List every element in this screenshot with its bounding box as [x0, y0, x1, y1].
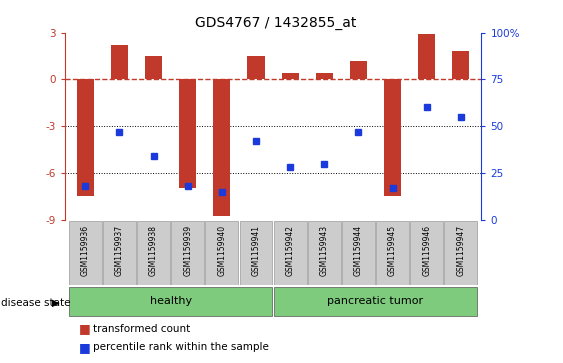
Text: GSM1159939: GSM1159939 [183, 225, 192, 276]
Text: GSM1159946: GSM1159946 [422, 225, 431, 276]
Bar [282, 73, 298, 79]
Text: GSM1159937: GSM1159937 [115, 225, 124, 276]
Text: ■: ■ [79, 322, 91, 335]
Bar [103, 221, 136, 285]
Bar [342, 221, 375, 285]
Text: GSM1159944: GSM1159944 [354, 225, 363, 276]
Text: GSM1159942: GSM1159942 [285, 225, 294, 276]
Bar [316, 73, 333, 79]
Text: pancreatic tumor: pancreatic tumor [328, 296, 423, 306]
Text: GSM1159940: GSM1159940 [217, 225, 226, 276]
Text: GSM1159943: GSM1159943 [320, 225, 329, 276]
Bar [77, 79, 94, 196]
Bar [171, 221, 204, 285]
Bar [274, 287, 477, 316]
Bar [137, 221, 170, 285]
Bar [410, 221, 443, 285]
Text: GSM1159938: GSM1159938 [149, 225, 158, 276]
Bar [444, 221, 477, 285]
Bar [213, 79, 230, 216]
Bar [384, 79, 401, 196]
Text: healthy: healthy [150, 296, 191, 306]
Bar [376, 221, 409, 285]
Bar [111, 45, 128, 79]
Bar [452, 52, 470, 79]
Bar [350, 61, 367, 79]
Text: ▶: ▶ [52, 298, 59, 308]
Bar [69, 287, 272, 316]
Bar [205, 221, 238, 285]
Bar [274, 221, 306, 285]
Bar [179, 79, 196, 188]
Text: disease state: disease state [1, 298, 70, 308]
Bar [240, 221, 272, 285]
Text: GSM1159945: GSM1159945 [388, 225, 397, 276]
Bar [145, 56, 162, 79]
Bar [69, 221, 102, 285]
Text: GSM1159941: GSM1159941 [252, 225, 261, 276]
Text: percentile rank within the sample: percentile rank within the sample [93, 342, 269, 352]
Text: ■: ■ [79, 341, 91, 354]
Text: GDS4767 / 1432855_at: GDS4767 / 1432855_at [195, 16, 356, 30]
Bar [418, 34, 435, 79]
Text: transformed count: transformed count [93, 323, 190, 334]
Bar [248, 56, 265, 79]
Text: GSM1159947: GSM1159947 [457, 225, 466, 276]
Bar [308, 221, 341, 285]
Text: GSM1159936: GSM1159936 [81, 225, 90, 276]
